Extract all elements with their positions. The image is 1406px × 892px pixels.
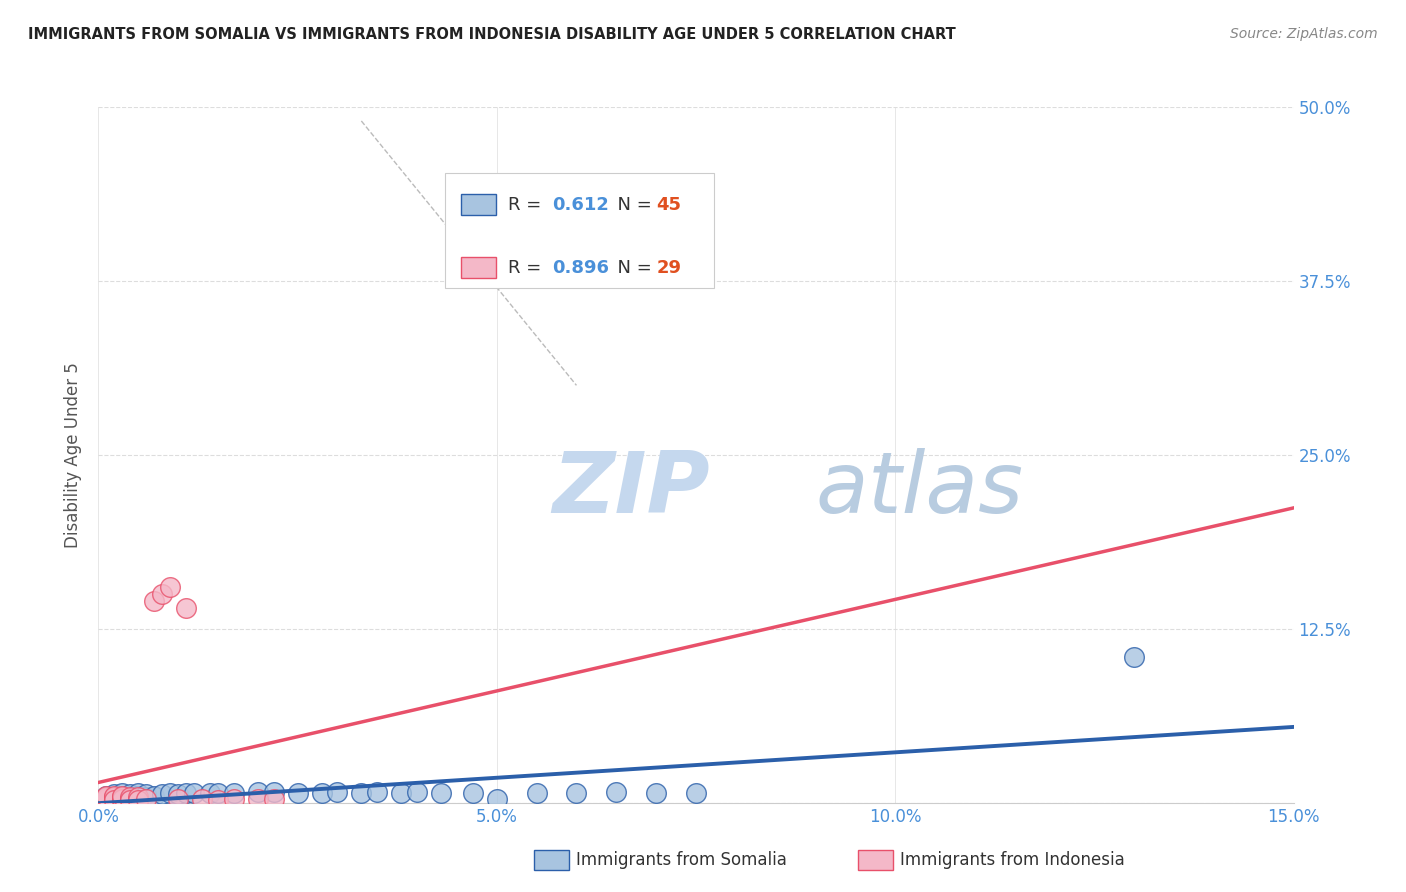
Point [198,786,221,800]
Text: 0.612: 0.612 [553,196,609,214]
Point [406,785,429,799]
Point [150,788,173,802]
Text: N =: N = [606,259,658,277]
FancyBboxPatch shape [444,173,714,288]
Point [127,786,149,800]
Text: atlas: atlas [815,448,1024,532]
Point [191,791,214,805]
Point [111,789,134,803]
Point [350,786,373,800]
Point [96,789,118,803]
Point [222,786,245,800]
Point [103,790,125,805]
Y-axis label: Disability Age Under 5: Disability Age Under 5 [65,362,83,548]
Point [96,790,118,805]
Point [389,786,412,800]
Point [167,791,190,805]
Point [111,791,134,805]
FancyBboxPatch shape [461,194,496,215]
Point [127,793,149,807]
Point [135,791,157,805]
Point [120,793,142,807]
Point [120,791,142,805]
Point [685,786,707,800]
Point [103,793,125,807]
Point [135,788,157,802]
Point [111,790,134,805]
Point [120,788,142,802]
Point [183,786,205,800]
Point [167,788,190,802]
Point [103,788,125,802]
Point [120,790,142,805]
Point [96,793,118,807]
Point [645,786,668,800]
Point [605,785,627,799]
Point [485,791,508,805]
Text: IMMIGRANTS FROM SOMALIA VS IMMIGRANTS FROM INDONESIA DISABILITY AGE UNDER 5 CORR: IMMIGRANTS FROM SOMALIA VS IMMIGRANTS FR… [28,27,956,42]
Point [461,786,484,800]
Point [96,793,118,807]
Point [326,785,349,799]
Point [246,785,269,799]
Point [111,791,134,805]
Point [287,786,309,800]
Point [111,786,134,800]
Point [96,791,118,805]
Point [311,786,333,800]
Point [430,786,453,800]
Text: N =: N = [606,196,658,214]
Point [159,580,181,594]
Point [96,789,118,803]
Point [135,790,157,805]
Point [159,786,181,800]
Text: ZIP: ZIP [553,448,710,532]
Point [127,789,149,803]
Point [207,786,229,800]
FancyBboxPatch shape [461,257,496,277]
Point [111,790,134,805]
Point [103,789,125,803]
Text: Immigrants from Indonesia: Immigrants from Indonesia [900,851,1125,869]
Text: R =: R = [509,259,547,277]
Point [96,791,118,805]
Point [143,789,166,803]
Text: Source: ZipAtlas.com: Source: ZipAtlas.com [1230,27,1378,41]
Point [207,793,229,807]
Point [120,790,142,805]
Point [127,791,149,805]
Point [565,786,588,800]
Point [1123,649,1146,664]
Text: Immigrants from Somalia: Immigrants from Somalia [576,851,787,869]
Text: 29: 29 [657,259,682,277]
Point [111,793,134,807]
Point [263,791,285,805]
Point [111,789,134,803]
Text: 45: 45 [657,196,682,214]
Point [263,785,285,799]
Point [222,791,245,805]
Point [246,791,269,805]
Text: R =: R = [509,196,547,214]
Point [366,785,388,799]
Point [174,786,197,800]
Point [103,790,125,805]
Point [103,793,125,807]
Point [111,791,134,805]
Point [120,791,142,805]
Point [103,791,125,805]
Point [127,790,149,805]
Point [143,594,166,608]
Point [150,587,173,601]
Point [174,601,197,615]
Text: 0.896: 0.896 [553,259,610,277]
Point [526,786,548,800]
